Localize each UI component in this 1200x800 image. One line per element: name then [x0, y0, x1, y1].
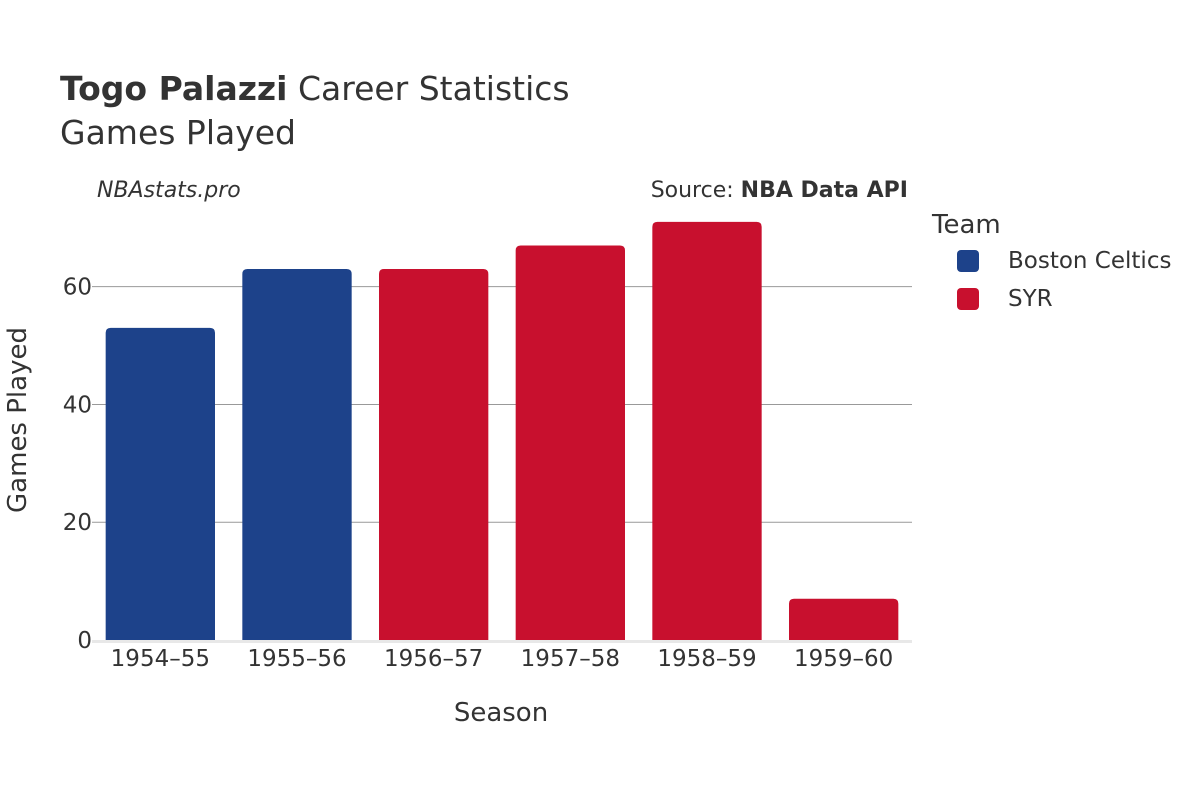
legend-swatch-syr — [957, 288, 979, 310]
legend-item-syr[interactable]: SYR — [932, 280, 1053, 318]
x-tick-label: 1955–56 — [247, 646, 346, 672]
x-axis-title: Season — [454, 698, 548, 728]
y-tick-label: 40 — [63, 392, 92, 418]
bar-1957–58[interactable] — [515, 245, 625, 640]
x-tick-label: 1958–59 — [657, 646, 756, 672]
x-tick-label: 1956–57 — [384, 646, 483, 672]
legend-swatch-boston-celtics — [957, 250, 979, 272]
y-tick-label: 0 — [77, 628, 92, 654]
legend-label: SYR — [1008, 286, 1053, 312]
chart-subtitle: Games Played — [60, 113, 296, 152]
y-tick-labels: 0 20 40 60 — [63, 275, 92, 654]
source-name: NBA Data API — [740, 178, 908, 203]
x-tick-label: 1959–60 — [794, 646, 893, 672]
x-tick-labels: 1954–55 1955–56 1956–57 1957–58 1958–59 1959–… — [111, 646, 894, 672]
watermark: NBAstats.pro — [97, 178, 241, 203]
bar-1958–59[interactable] — [652, 221, 762, 640]
source-prefix: Source: — [650, 178, 741, 203]
x-tick-label: 1957–58 — [521, 646, 620, 672]
chart-title: Togo Palazzi Career Statistics — [60, 68, 570, 110]
bar-1956–57[interactable] — [379, 269, 489, 640]
bar-1959–60[interactable] — [789, 598, 899, 640]
legend-label: Boston Celtics — [1008, 248, 1172, 274]
legend-title: Team — [932, 210, 1001, 240]
source-credit: Source: NBA Data API — [651, 178, 908, 203]
legend-item-boston-celtics[interactable]: Boston Celtics — [932, 242, 1171, 280]
y-axis-title: Games Played — [3, 327, 33, 513]
bar-1955–56[interactable] — [242, 269, 352, 640]
y-tick-label: 60 — [63, 275, 92, 301]
x-tick-label: 1954–55 — [111, 646, 210, 672]
title-suffix: Career Statistics — [287, 69, 570, 108]
bars — [105, 221, 899, 640]
gridlines — [92, 286, 912, 523]
bar-1954–55[interactable] — [105, 327, 215, 640]
legend: Team Boston Celtics SYR — [932, 208, 1171, 318]
player-name: Togo Palazzi — [60, 69, 288, 108]
y-tick-label: 20 — [63, 510, 92, 536]
